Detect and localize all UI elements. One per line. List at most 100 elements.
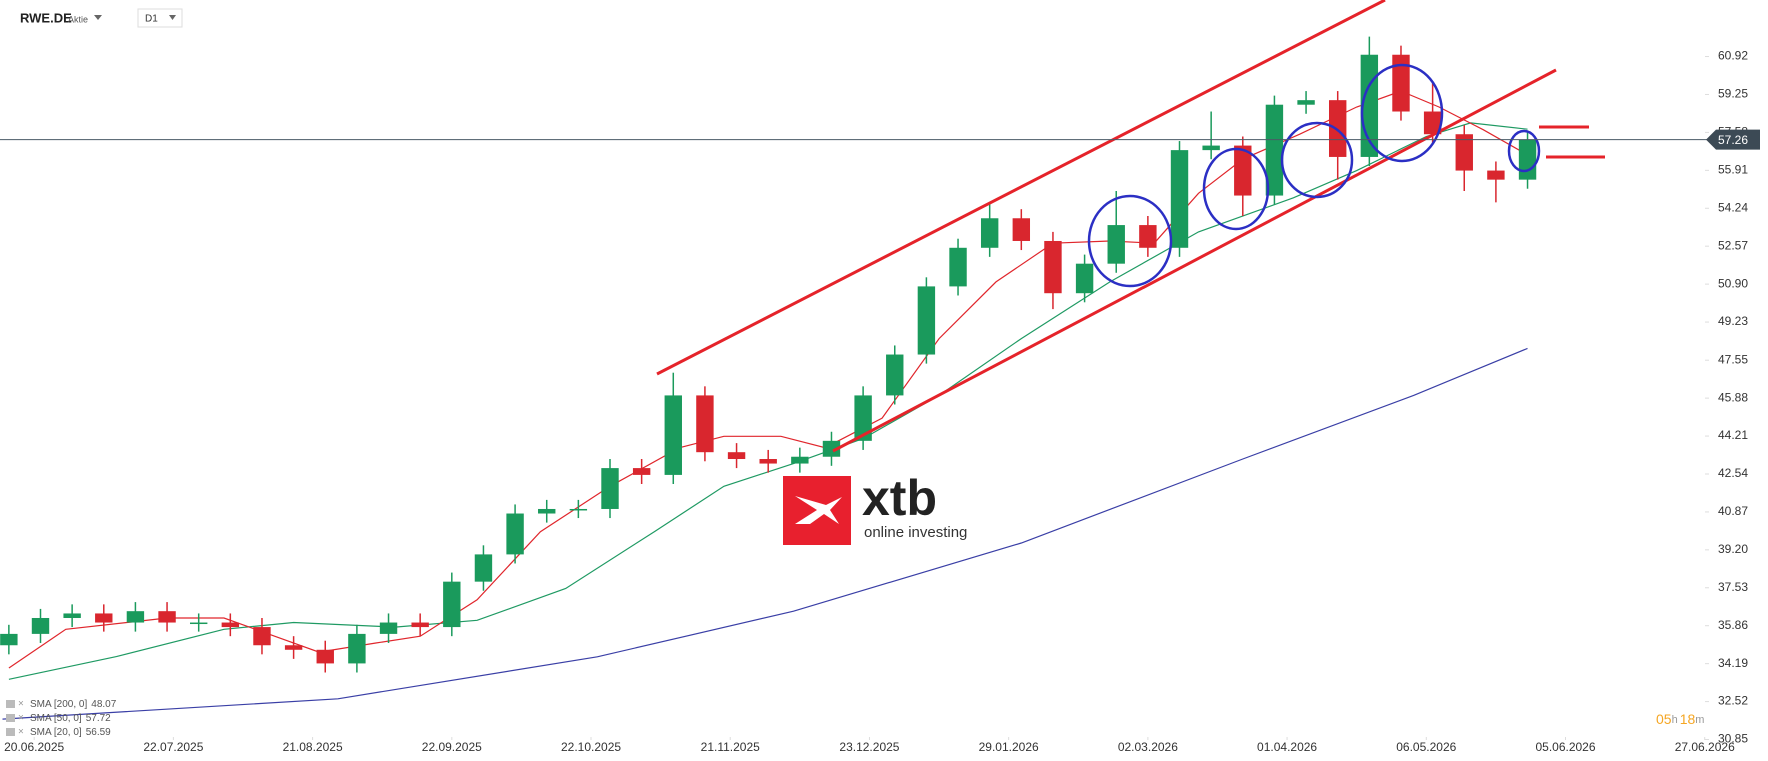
logo-tagline: online investing — [864, 524, 967, 541]
header: RWE.DE Aktie D1 — [20, 8, 183, 28]
y-tick-label: 49.23 — [1718, 314, 1748, 328]
y-tick-label: 30.85 — [1718, 732, 1748, 746]
legend-icon — [6, 700, 15, 708]
legend-value: 57.72 — [86, 713, 111, 724]
y-tick-label: 59.25 — [1718, 87, 1748, 101]
y-tick-label: 47.55 — [1718, 352, 1748, 366]
candle-body — [95, 613, 113, 623]
x-tick-label: 02.03.2026 — [1118, 740, 1178, 754]
candle-body — [1139, 225, 1157, 248]
x-tick-label: 23.12.2025 — [839, 740, 899, 754]
candle-body — [411, 622, 429, 628]
interval-select[interactable] — [137, 8, 183, 28]
candle-body — [1202, 145, 1220, 151]
y-tick-label: 50.90 — [1718, 276, 1748, 290]
candle-body — [1234, 145, 1252, 196]
candle-body — [253, 627, 271, 646]
x-tick-label: 01.04.2026 — [1257, 740, 1317, 754]
candle-body — [379, 622, 398, 634]
candle-body — [538, 508, 556, 514]
symbol[interactable]: RWE.DE — [20, 10, 72, 25]
candle-body — [822, 440, 841, 457]
candle-body — [632, 468, 651, 475]
candle-body — [1075, 263, 1094, 294]
circle — [1360, 63, 1444, 163]
x-tick-label: 21.11.2025 — [701, 740, 760, 754]
candle-body — [1297, 100, 1315, 105]
candle-body — [63, 613, 81, 618]
circle — [1087, 194, 1173, 288]
candle-body — [0, 633, 18, 646]
candle-body — [759, 459, 777, 464]
y-tick-label: 40.87 — [1718, 504, 1748, 518]
candle-body — [348, 633, 366, 664]
legend-close: × — [18, 699, 24, 710]
logo-brand: xtb — [862, 470, 937, 526]
channel — [656, 0, 1605, 453]
legend-name: SMA [200, 0] — [30, 699, 87, 710]
legend-value: 48.07 — [91, 699, 116, 710]
channel-upper — [656, 0, 1386, 376]
candle-body — [1265, 104, 1284, 196]
last-price-tag — [1706, 129, 1760, 150]
y-tick-label: 45.88 — [1718, 390, 1748, 404]
x-tick-label: 22.09.2025 — [422, 740, 482, 754]
y-tick-label: 42.54 — [1718, 466, 1748, 480]
dropdown-arrow[interactable] — [169, 15, 176, 20]
candle-body — [1012, 218, 1031, 241]
x-tick-label: 20.06.2025 — [4, 740, 64, 754]
channel-lower — [832, 68, 1557, 453]
candle-body — [854, 395, 872, 441]
candle-body — [126, 611, 145, 623]
y-tick-label: 55.91 — [1718, 163, 1748, 177]
dropdown-arrow[interactable] — [94, 15, 102, 20]
candle-body — [31, 617, 50, 634]
countdown: 05h 18m — [1656, 711, 1704, 727]
candle-body — [506, 513, 524, 555]
candle-body — [284, 645, 303, 650]
x-tick-label: 22.07.2025 — [143, 740, 203, 754]
y-tick-label: 35.86 — [1718, 618, 1748, 632]
y-tick-label: 37.53 — [1718, 580, 1748, 594]
legend-icon — [6, 728, 15, 736]
sma-line — [8, 90, 1528, 669]
x-tick-label: 22.10.2025 — [561, 740, 621, 754]
candle-body — [1423, 111, 1442, 135]
legend-close: × — [18, 713, 24, 724]
candle-body — [158, 611, 176, 623]
candle-body — [1487, 170, 1505, 180]
symbol-kind: Aktie — [68, 14, 88, 24]
y-tick-label: 52.57 — [1718, 238, 1748, 252]
sma-line — [2, 347, 1528, 720]
candle-body — [316, 649, 334, 664]
candle-body — [1044, 240, 1062, 294]
legend-name: SMA [20, 0] — [30, 727, 82, 738]
x-tick-label: 21.08.2025 — [283, 740, 343, 754]
candle-body — [1518, 139, 1537, 180]
legend-entry: SMA [200, 0] 48.07 — [30, 699, 117, 710]
legend-icon — [6, 714, 15, 722]
legend-name: SMA [50, 0] — [30, 713, 82, 724]
circles — [1087, 63, 1541, 288]
y-tick-label: 54.24 — [1718, 200, 1748, 214]
y-tick-label: 32.52 — [1718, 694, 1748, 708]
candle-body — [980, 218, 999, 248]
logo-x — [795, 496, 842, 524]
y-tick-label: 39.20 — [1718, 542, 1748, 556]
candle-body — [189, 622, 208, 625]
y-tick-label: 34.19 — [1718, 656, 1748, 670]
candle-body — [1107, 225, 1125, 264]
candle-body — [601, 468, 619, 509]
circle — [1280, 121, 1354, 199]
x-tick-label: 29.01.2026 — [979, 740, 1039, 754]
candle-body — [727, 452, 746, 460]
legend-value: 56.59 — [86, 727, 111, 738]
x-tick-label: 27.06.2026 — [1675, 740, 1735, 754]
candle-body — [221, 622, 240, 628]
y-tick-label: 60.92 — [1718, 49, 1748, 63]
candle-body — [443, 581, 461, 628]
x-tick-label: 05.06.2026 — [1535, 740, 1595, 754]
candle-body — [696, 395, 714, 453]
candle-body — [949, 247, 967, 287]
logo: xtb online investing — [783, 470, 967, 545]
